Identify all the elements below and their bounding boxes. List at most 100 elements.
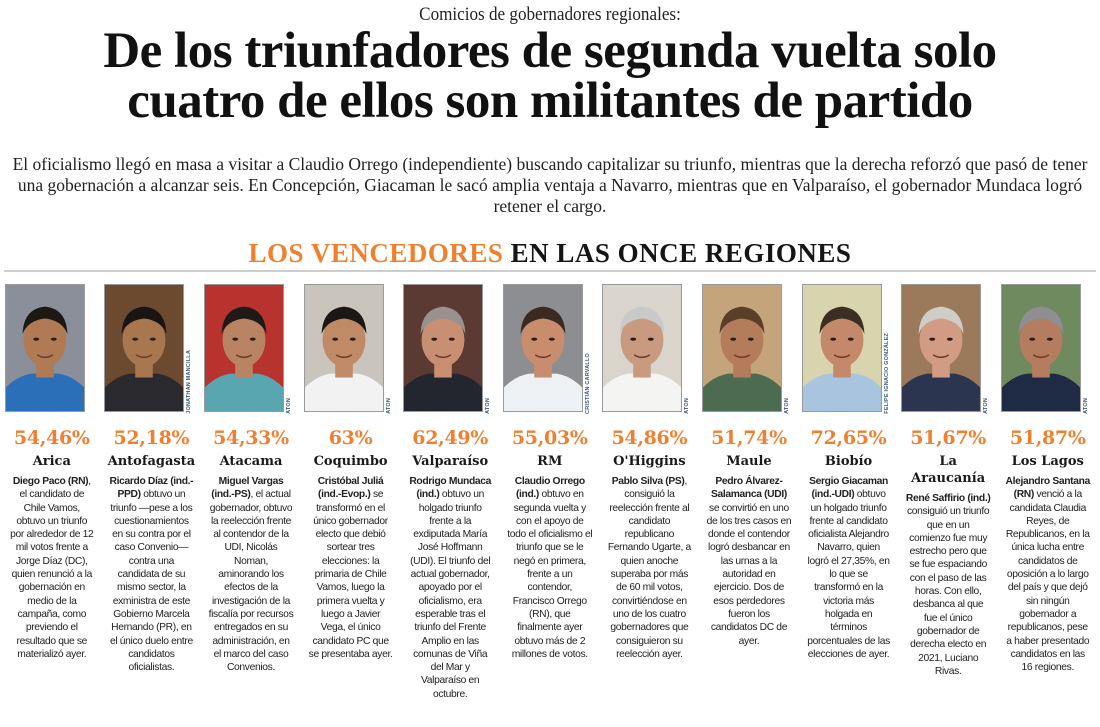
winner-column: CRISTIÁN CARVALLO 55,03% RM Claudio Orrego …: [500, 284, 600, 724]
winner-column: ATON 51,67% La Araucanía René Saffirio (ind…: [898, 284, 998, 724]
winner-text: se transformó en el único gobernador ele…: [308, 489, 393, 660]
portrait-photo: [1000, 284, 1081, 412]
headline-line-1: De los triunfadores de segunda vuelta so…: [103, 23, 997, 79]
winner-description: René Saffirio (ind.) consiguió un triunf…: [905, 492, 991, 678]
vote-percentage: 51,87%: [1009, 427, 1086, 449]
portrait-photo: [203, 284, 284, 412]
portrait-illustration: [404, 285, 483, 411]
portrait-illustration: [204, 285, 283, 411]
region-name: RM: [537, 454, 563, 469]
portrait-wrap: ATON: [1000, 284, 1089, 414]
portrait-photo: [303, 284, 384, 412]
vote-percentage: 63%: [328, 427, 373, 449]
winner-description: Ricardo Díaz (ind.-PPD) obtuvo un triunf…: [108, 475, 194, 674]
portrait-photo: [901, 284, 982, 412]
portrait-photo: [502, 284, 583, 412]
photo-credit: ATON: [285, 398, 292, 414]
deck: El oficialismo llegó en masa a visitar a…: [12, 154, 1088, 216]
photo-credit: FELIPE IGNACIO GONZÁLEZ: [883, 333, 890, 414]
winner-name: René Saffirio (ind.): [905, 493, 991, 504]
portrait-illustration: [603, 285, 682, 411]
winner-description: Pablo Silva (PS), consiguió la reelecció…: [606, 475, 692, 661]
section-title-accent: LOS VENCEDORES: [248, 238, 504, 268]
winner-text: obtuvo un holgado triunfo frente a la ex…: [410, 489, 491, 700]
vote-percentage: 54,86%: [611, 427, 688, 449]
region-name: Valparaíso: [412, 454, 489, 469]
portrait-illustration: [105, 285, 184, 411]
winner-column: JONATHAN MANCILLA 52,18% Antofagasta Ricard…: [102, 284, 202, 724]
winner-column: ATON 54,33% Atacama Miguel Vargas (ind.-PS)…: [201, 284, 301, 724]
winner-description: Miguel Vargas (ind.-PS), el actual gober…: [208, 475, 294, 674]
winner-text: , el candidato de Chile Vamos, obtuvo un…: [10, 476, 94, 660]
vote-percentage: 54,33%: [213, 427, 289, 449]
headline: De los triunfadores de segunda vuelta so…: [0, 23, 1100, 127]
portrait-illustration: [503, 285, 582, 411]
portrait-illustration: [802, 285, 881, 411]
photo-credit: ATON: [783, 398, 790, 414]
winner-name: Sergio Giacaman (ind.-UDI): [809, 476, 888, 501]
section-divider: [4, 270, 1096, 272]
winner-name: Ricardo Díaz (ind.-PPD): [109, 476, 194, 501]
portrait-illustration: [902, 285, 981, 411]
winner-name: Miguel Vargas (ind.-PS): [211, 476, 284, 501]
winner-name: Pablo Silva (PS): [611, 476, 685, 487]
region-name: O'Higgins: [613, 454, 686, 469]
portrait-illustration: [702, 285, 781, 411]
portrait-photo: [403, 284, 484, 412]
portrait-photo: [104, 284, 185, 412]
vote-percentage: 54,46%: [13, 427, 90, 449]
vote-percentage: 55,03%: [511, 427, 588, 449]
winner-column: ATON 51,74% Maule Pedro Álvarez-Salamanca (…: [699, 284, 799, 724]
portrait-illustration: [304, 285, 383, 411]
winners-grid: 54,46% Arica Diego Paco (RN), el candidato…: [2, 284, 1098, 724]
winner-description: Diego Paco (RN), el candidato de Chile V…: [9, 475, 95, 661]
photo-credit: ATON: [1082, 398, 1089, 414]
photo-credit: ATON: [485, 398, 492, 414]
portrait-wrap: CRISTIÁN CARVALLO: [502, 284, 591, 414]
region-name: Coquimbo: [313, 454, 388, 469]
portrait-photo: [602, 284, 683, 412]
region-name: La Araucanía: [911, 454, 986, 486]
winner-description: Claudio Orrego (ind.) obtuvo en segunda …: [507, 475, 593, 661]
section-title: LOS VENCEDORES EN LAS ONCE REGIONES: [0, 238, 1100, 269]
vote-percentage: 72,65%: [810, 427, 887, 449]
region-name: Biobío: [824, 454, 873, 469]
winner-text: obtuvo un triunfo —pese a los cuestionam…: [109, 489, 193, 674]
photo-credit: CRISTIÁN CARVALLO: [584, 353, 591, 414]
winner-text: , el actual gobernador, obtuvo la reelec…: [208, 489, 294, 674]
winner-column: 54,46% Arica Diego Paco (RN), el candidato…: [2, 284, 102, 724]
portrait-wrap: FELIPE IGNACIO GONZÁLEZ: [801, 284, 890, 414]
kicker: Comicios de gobernadores regionales:: [419, 4, 681, 25]
winner-text: venció a la candidata Claudia Reyes, de …: [1005, 489, 1090, 674]
winner-column: ATON 51,87% Los Lagos Alejandro Santana (RN…: [998, 284, 1098, 724]
region-name: Los Lagos: [1011, 454, 1084, 469]
winner-name: Cristóbal Juliá (ind.-Evop.): [317, 476, 384, 501]
winner-description: Alejandro Santana (RN) venció a la candi…: [1005, 475, 1091, 674]
winner-text: obtuvo un holgado triunfo frente al cand…: [807, 489, 890, 660]
winner-text: se convirtió en uno de los tres casos en…: [706, 502, 792, 647]
vote-percentage: 52,18%: [113, 427, 190, 449]
portrait-illustration: [5, 285, 84, 411]
region-name: Arica: [32, 454, 71, 469]
winner-description: Pedro Álvarez-Salamanca (UDI) se convirt…: [706, 475, 792, 648]
portrait-wrap: JONATHAN MANCILLA: [104, 284, 192, 414]
winner-name: Claudio Orrego (ind.): [514, 476, 585, 501]
portrait-wrap: ATON: [403, 284, 491, 414]
winner-name: Diego Paco (RN): [12, 476, 89, 487]
winner-column: FELIPE IGNACIO GONZÁLEZ 72,65% Biobío Sergi…: [799, 284, 899, 724]
winner-description: Cristóbal Juliá (ind.-Evop.) se transfor…: [308, 475, 394, 661]
winner-text: obtuvo en segunda vuelta y con el apoyo …: [507, 489, 593, 660]
region-name: Maule: [726, 454, 772, 469]
winner-description: Sergio Giacaman (ind.-UDI) obtuvo un hol…: [806, 475, 892, 661]
winner-description: Rodrigo Mundaca (ind.) obtuvo un holgado…: [407, 475, 493, 701]
winner-name: Alejandro Santana (RN): [1005, 476, 1091, 501]
photo-credit: ATON: [684, 398, 691, 414]
portrait-wrap: ATON: [203, 284, 292, 414]
portrait-illustration: [1001, 285, 1080, 411]
portrait-wrap: ATON: [701, 284, 790, 414]
portrait-photo: [701, 284, 782, 412]
winner-column: ATON 62,49% Valparaíso Rodrigo Mundaca (ind…: [400, 284, 500, 724]
winner-name: Rodrigo Mundaca (ind.): [409, 476, 492, 501]
photo-credit: ATON: [385, 398, 392, 414]
portrait-wrap: ATON: [303, 284, 392, 414]
